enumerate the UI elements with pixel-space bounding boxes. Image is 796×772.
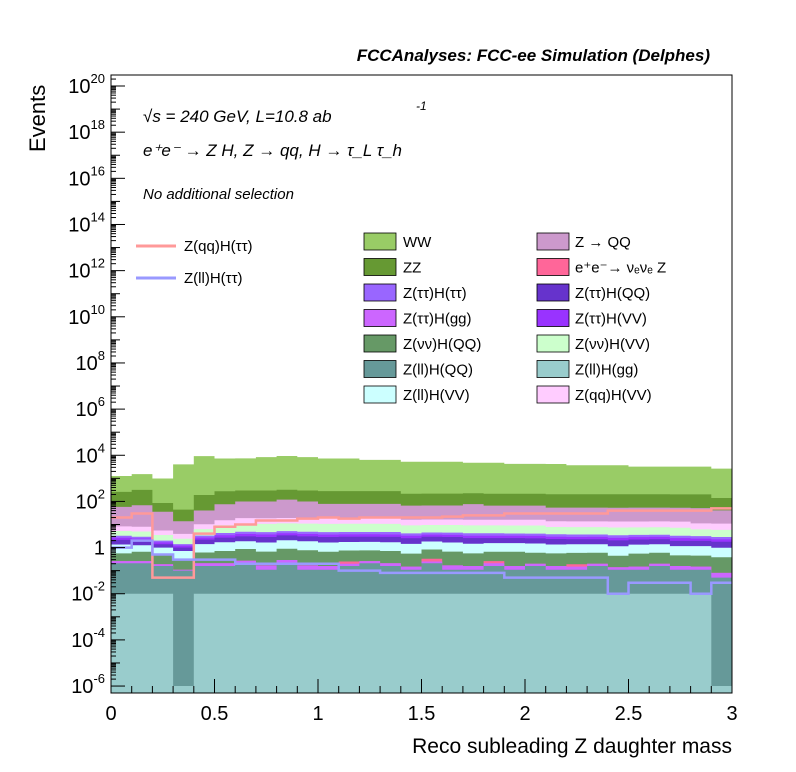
legend-label: Z(ττ)H(ττ) <box>403 285 467 302</box>
x-tick-label: 0 <box>105 703 116 725</box>
y-tick-label: 1010 <box>68 302 105 329</box>
y-tick-label: 10-4 <box>71 625 105 652</box>
legend-label: Z(ττ)H(VV) <box>575 311 647 328</box>
legend-swatch <box>363 385 397 404</box>
y-axis-label: Events <box>25 85 50 152</box>
y-tick-label: 104 <box>76 440 105 467</box>
y-axis-ticks: 10-6 10-4 10-2 1 102 104 106 108 1010 1012 1014 101… <box>68 71 125 698</box>
y-tick-label: 108 <box>76 348 105 375</box>
y-tick-label: 1014 <box>68 209 105 236</box>
y-tick-label: 1016 <box>68 163 105 190</box>
legend-label: Z(qq)H(ττ) <box>184 238 253 255</box>
legend-swatch <box>536 334 570 353</box>
x-tick-label: 2 <box>519 703 530 725</box>
legend-swatch <box>536 258 570 276</box>
x-tick-label: 1 <box>312 703 323 725</box>
legend-swatch <box>363 309 397 327</box>
chart-title: FCCAnalyses: FCC-ee Simulation (Delphes) <box>357 46 711 65</box>
legend-swatch <box>363 360 397 378</box>
x-tick-label: 3 <box>726 703 737 725</box>
y-tick-label: 1012 <box>68 256 105 283</box>
legend-swatch <box>363 232 397 251</box>
legend: Z(qq)H(ττ) Z(ll)H(ττ) WW ZZ Z(ττ)H(ττ) Z(ττ)H… <box>136 232 666 404</box>
legend-swatch <box>363 334 397 353</box>
x-axis-ticks: 0 0.5 1 1.5 2 2.5 3 <box>105 679 738 725</box>
annotation-lumi-exponent: -1 <box>416 99 427 113</box>
line-z-qq-h <box>111 507 732 579</box>
legend-label: Z(ll)H(QQ) <box>403 362 473 379</box>
y-tick-label: 106 <box>76 394 105 421</box>
legend-label: Z(ll)H(gg) <box>575 362 638 379</box>
signal-lines <box>111 507 732 595</box>
y-tick-label: 10-6 <box>71 671 105 698</box>
legend-swatch <box>363 258 397 276</box>
legend-label: Z(νν)H(QQ) <box>403 336 481 353</box>
legend-label: WW <box>403 234 432 251</box>
y-tick-label: 1 <box>94 538 105 560</box>
x-axis-label: Reco subleading Z daughter mass <box>412 735 732 758</box>
legend-swatch <box>363 283 397 302</box>
legend-swatch <box>536 283 570 302</box>
legend-label: Z(ll)H(ττ) <box>184 270 243 287</box>
legend-label: Z(νν)H(VV) <box>575 336 650 353</box>
x-tick-label: 2.5 <box>615 703 643 725</box>
legend-swatch <box>536 385 570 404</box>
stacked-histograms <box>111 455 732 693</box>
y-tick-label: 102 <box>76 486 105 513</box>
annotation-sqrt-s: √s = 240 GeV, L=10.8 ab <box>143 107 332 126</box>
legend-swatch <box>536 232 570 251</box>
legend-label: Z(ll)H(VV) <box>403 387 470 404</box>
y-tick-label: 10-2 <box>71 579 105 606</box>
legend-swatch <box>536 360 570 378</box>
legend-swatch <box>536 309 570 327</box>
legend-label: ZZ <box>403 260 421 277</box>
y-tick-label: 1020 <box>68 71 105 98</box>
y-tick-label: 1018 <box>68 117 105 144</box>
legend-label: e⁺e⁻→ νₑνₑ Z <box>575 260 666 277</box>
legend-label: Z(ττ)H(gg) <box>403 311 472 328</box>
line-z-ll-h <box>111 539 732 595</box>
legend-label: Z(ττ)H(QQ) <box>575 285 650 302</box>
stack-z-ll-h-gg <box>111 593 732 693</box>
legend-label: Z → QQ <box>575 234 631 251</box>
legend-label: Z(qq)H(VV) <box>575 387 652 404</box>
annotation-process: e⁺e⁻ → Z H, Z → qq, H → τ_L τ_h <box>143 141 402 160</box>
x-tick-label: 1.5 <box>408 703 436 725</box>
annotation-selection: No additional selection <box>143 186 294 203</box>
x-tick-label: 0.5 <box>201 703 229 725</box>
